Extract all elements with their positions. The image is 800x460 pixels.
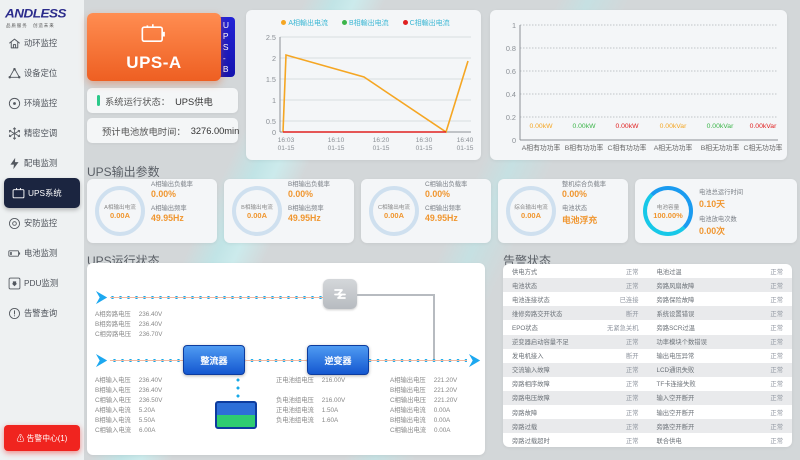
svg-text:0: 0: [272, 128, 276, 137]
svg-text:1: 1: [512, 21, 516, 30]
svg-text:C相有功功率: C相有功功率: [608, 143, 647, 152]
svg-text:16:03: 16:03: [278, 137, 295, 144]
svg-text:01-15: 01-15: [373, 145, 390, 152]
svg-text:16:40: 16:40: [457, 137, 474, 144]
svg-text:0.5: 0.5: [266, 117, 276, 126]
svg-text:01-15: 01-15: [416, 145, 433, 152]
svg-text:B相有功功率: B相有功功率: [565, 143, 604, 152]
svg-text:01-15: 01-15: [457, 145, 474, 152]
svg-text:16:30: 16:30: [416, 137, 433, 144]
svg-text:0.00kW: 0.00kW: [529, 123, 553, 130]
svg-text:0.6: 0.6: [506, 67, 516, 76]
svg-text:16:10: 16:10: [328, 137, 345, 144]
svg-text:B相无功功率: B相无功功率: [701, 143, 740, 152]
svg-text:0.00kVar: 0.00kVar: [707, 123, 734, 130]
svg-text:01-15: 01-15: [278, 145, 295, 152]
svg-text:A相无功功率: A相无功功率: [654, 143, 693, 152]
svg-text:2.5: 2.5: [266, 33, 276, 42]
svg-text:1.5: 1.5: [266, 75, 276, 84]
svg-text:0.4: 0.4: [506, 90, 516, 99]
svg-text:0.00kW: 0.00kW: [572, 123, 596, 130]
svg-text:0.2: 0.2: [506, 113, 516, 122]
svg-text:0.8: 0.8: [506, 44, 516, 53]
svg-text:0.00kVar: 0.00kVar: [660, 123, 687, 130]
svg-text:C相无功功率: C相无功功率: [744, 143, 783, 152]
svg-text:0.00kVar: 0.00kVar: [750, 123, 777, 130]
svg-text:0.00kW: 0.00kW: [615, 123, 639, 130]
svg-text:01-15: 01-15: [328, 145, 345, 152]
svg-text:2: 2: [272, 54, 276, 63]
svg-text:1: 1: [272, 96, 276, 105]
svg-text:A相有功功率: A相有功功率: [522, 143, 561, 152]
svg-text:16:20: 16:20: [373, 137, 390, 144]
svg-text:0: 0: [512, 136, 516, 145]
